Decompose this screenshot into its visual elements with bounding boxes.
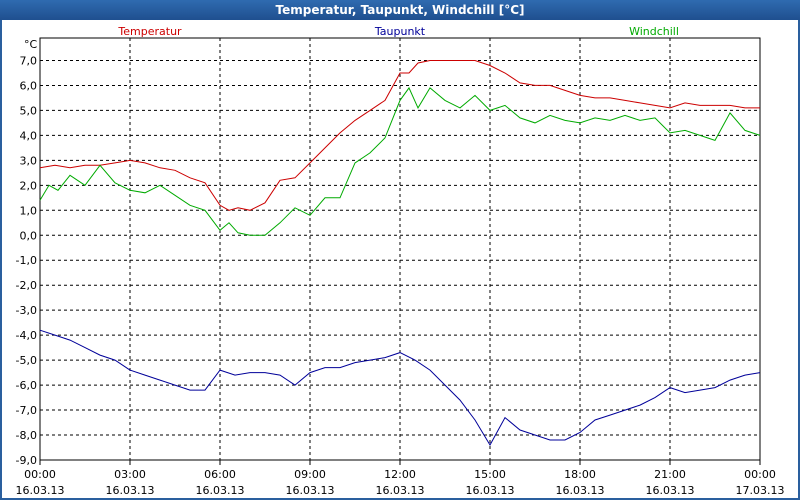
x-tick-time: 06:00 xyxy=(204,468,236,481)
x-tick-time: 18:00 xyxy=(564,468,596,481)
x-tick-date: 16.03.13 xyxy=(196,484,245,497)
series-line-temperatur xyxy=(39,60,760,211)
x-tick-date: 16.03.13 xyxy=(466,484,515,497)
y-tick-label: -9,0 xyxy=(16,454,37,467)
x-tick-date: 16.03.13 xyxy=(16,484,65,497)
y-axis-unit: °C xyxy=(24,38,38,51)
y-tick-label: -4,0 xyxy=(16,329,37,342)
y-tick-label: 6,0 xyxy=(20,79,38,92)
y-tick-label: 5,0 xyxy=(20,104,38,117)
y-tick-label: -1,0 xyxy=(16,254,37,267)
series-line-taupunkt xyxy=(39,329,761,447)
x-tick-time: 09:00 xyxy=(294,468,326,481)
x-tick-date: 16.03.13 xyxy=(556,484,605,497)
series-line-windchill xyxy=(39,86,761,236)
y-tick-label: -2,0 xyxy=(16,279,37,292)
x-tick-date: 16.03.13 xyxy=(646,484,695,497)
x-tick-date: 16.03.13 xyxy=(376,484,425,497)
x-tick-date: 16.03.13 xyxy=(286,484,335,497)
x-tick-date: 16.03.13 xyxy=(106,484,155,497)
x-tick-time: 21:00 xyxy=(654,468,686,481)
y-tick-label: -8,0 xyxy=(16,429,37,442)
x-tick-date: 17.03.13 xyxy=(736,484,785,497)
x-tick-time: 03:00 xyxy=(114,468,146,481)
legend-entry-windchill: Windchill xyxy=(629,25,679,38)
x-tick-time: 12:00 xyxy=(384,468,416,481)
x-tick-time: 00:00 xyxy=(24,468,56,481)
y-tick-label: -3,0 xyxy=(16,304,37,317)
y-tick-label: 4,0 xyxy=(20,129,38,142)
y-tick-label: -6,0 xyxy=(16,379,37,392)
y-tick-label: -7,0 xyxy=(16,404,37,417)
y-tick-label: 7,0 xyxy=(20,54,38,67)
y-tick-label: 2,0 xyxy=(20,179,38,192)
chart-title: Temperatur, Taupunkt, Windchill [°C] xyxy=(0,0,800,20)
y-tick-label: 0,0 xyxy=(20,229,38,242)
y-tick-label: -5,0 xyxy=(16,354,37,367)
x-tick-time: 00:00 xyxy=(744,468,776,481)
x-tick-time: 15:00 xyxy=(474,468,506,481)
y-tick-label: 3,0 xyxy=(20,154,38,167)
line-chart: 7,0 6,0 5,0 4,0 3,0 2,0 1,0 0,0 -1,0 -2,0 -3,0 -4,0… xyxy=(16,25,785,497)
legend-entry-taupunkt: Taupunkt xyxy=(374,25,426,38)
chart-canvas: 7,0 6,0 5,0 4,0 3,0 2,0 1,0 0,0 -1,0 -2,0 -3,0 -4,0… xyxy=(2,20,798,498)
y-tick-label: 1,0 xyxy=(20,204,38,217)
legend-entry-temperatur: Temperatur xyxy=(117,25,182,38)
